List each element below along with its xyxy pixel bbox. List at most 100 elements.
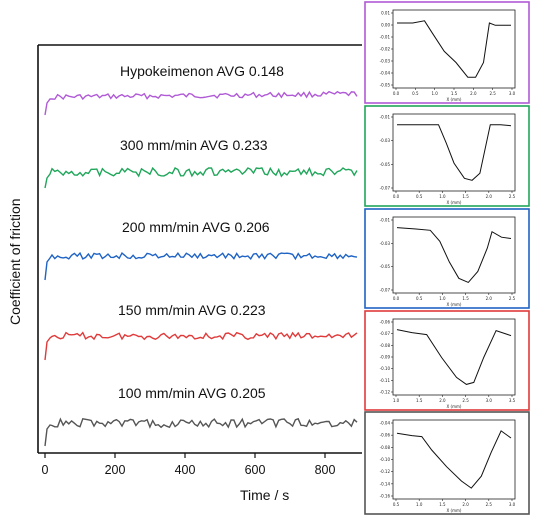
inset-4-x-tick-label-3: 2.0 bbox=[462, 502, 469, 507]
inset-0-x-tick-label-5: 2.5 bbox=[489, 91, 496, 96]
series-label-3: 150 mm/min AVG 0.223 bbox=[118, 302, 266, 318]
inset-0-x-tick-label-0: 0.0 bbox=[393, 91, 400, 96]
inset-2-x-tick-label-2: 1.0 bbox=[439, 296, 446, 301]
inset-3-y-tick-label-1: -0.07 bbox=[380, 331, 391, 336]
inset-0-x-label: X (mm) bbox=[447, 97, 462, 102]
series-line-2 bbox=[44, 251, 358, 281]
inset-1-x-tick-label-5: 2.5 bbox=[509, 194, 516, 199]
series-line-1 bbox=[44, 166, 358, 189]
inset-0-x-tick-label-4: 2.0 bbox=[470, 91, 477, 96]
inset-2-x-tick-label-5: 2.5 bbox=[509, 296, 516, 301]
inset-panel-3: 1.0 1.5 2.0 2.5 3.0 3.5 -0.06 -0.07 -0.08 -0.09 -0… bbox=[364, 310, 530, 411]
inset-border-3 bbox=[364, 310, 530, 411]
inset-border-0 bbox=[364, 1, 530, 104]
series-label-1: 300 mm/min AVG 0.233 bbox=[120, 137, 268, 153]
inset-4-y-tick-label-0: -0.04 bbox=[380, 421, 391, 426]
x-tick-label-3: 600 bbox=[245, 463, 266, 477]
inset-border-4 bbox=[364, 411, 530, 515]
x-tick-label-4: 800 bbox=[315, 463, 336, 477]
inset-0-x-tick-label-6: 3.0 bbox=[509, 91, 516, 96]
inset-1-x-tick-label-0: 0.0 bbox=[393, 194, 400, 199]
series-label-4: 100 mm/min AVG 0.205 bbox=[118, 385, 266, 401]
inset-2-y-tick-label-0: -0.01 bbox=[380, 218, 391, 223]
inset-3-x-tick-label-2: 2.0 bbox=[439, 398, 446, 403]
inset-2-x-label: X (mm) bbox=[447, 302, 462, 307]
inset-0-y-tick-label-5: -0.04 bbox=[380, 71, 391, 76]
inset-3-x-tick-label-1: 1.5 bbox=[416, 398, 423, 403]
inset-panel-0: 0.0 0.5 1.0 1.5 2.0 2.5 3.0 0.01 0.00 -0.01 -0.02 -… bbox=[364, 1, 530, 104]
inset-4-x-tick-label-5: 3.0 bbox=[509, 502, 516, 507]
inset-profile-line-3 bbox=[396, 329, 512, 385]
inset-3-y-tick-label-4: -0.10 bbox=[380, 366, 391, 371]
inset-0-y-tick-label-1: 0.00 bbox=[381, 23, 390, 28]
inset-4-x-tick-label-1: 1.0 bbox=[416, 502, 423, 507]
friction-chart: 0 200 400 600 800 Hypokeimenon AVG 0.148 300 … bbox=[7, 44, 362, 503]
inset-3-y-tick-label-0: -0.06 bbox=[380, 320, 391, 325]
x-tick-label-2: 400 bbox=[175, 463, 196, 477]
inset-2-x-tick-label-1: 0.5 bbox=[416, 296, 423, 301]
inset-1-x-label: X (mm) bbox=[447, 200, 462, 205]
series-line-4 bbox=[44, 417, 358, 447]
inset-2-y-tick-label-1: -0.03 bbox=[380, 241, 391, 246]
inset-3-x-tick-label-3: 2.5 bbox=[462, 398, 469, 403]
inset-4-x-tick-label-4: 2.5 bbox=[486, 502, 493, 507]
x-tick-label-0: 0 bbox=[42, 463, 49, 477]
series-label-2: 200 mm/min AVG 0.206 bbox=[122, 219, 270, 235]
inset-3-x-tick-label-5: 3.5 bbox=[509, 398, 516, 403]
inset-1-x-tick-label-4: 2.0 bbox=[486, 194, 493, 199]
inset-border-1 bbox=[364, 105, 530, 207]
inset-3-y-tick-label-6: -0.12 bbox=[380, 390, 391, 395]
x-tick-label-1: 200 bbox=[105, 463, 126, 477]
inset-1-y-tick-label-2: -0.05 bbox=[380, 162, 391, 167]
inset-profile-line-4 bbox=[396, 430, 512, 489]
series-labels: Hypokeimenon AVG 0.148 300 mm/min AVG 0.2… bbox=[118, 63, 284, 401]
inset-0-y-tick-label-2: -0.01 bbox=[380, 35, 391, 40]
inset-0-x-tick-label-3: 1.5 bbox=[451, 91, 458, 96]
inset-4-y-tick-label-6: -0.16 bbox=[380, 494, 391, 499]
inset-4-y-tick-label-4: -0.12 bbox=[380, 469, 391, 474]
inset-2-y-tick-label-3: -0.07 bbox=[380, 288, 391, 293]
y-axis-label: Coefficient of friction bbox=[7, 198, 23, 325]
inset-panel-2: 0.0 0.5 1.0 1.5 2.0 2.5 -0.01 -0.03 -0.05 -0.07 X … bbox=[364, 208, 530, 309]
inset-3-y-tick-label-2: -0.08 bbox=[380, 343, 391, 348]
inset-2-x-tick-label-4: 2.0 bbox=[486, 296, 493, 301]
inset-0-y-tick-label-4: -0.03 bbox=[380, 59, 391, 64]
inset-3-y-tick-label-3: -0.09 bbox=[380, 355, 391, 360]
inset-axes-2 bbox=[392, 216, 516, 294]
inset-0-y-tick-label-0: 0.01 bbox=[381, 11, 390, 16]
inset-panel-1: 0.0 0.5 1.0 1.5 2.0 2.5 -0.01 -0.03 -0.05 -0.07 X … bbox=[364, 105, 530, 207]
inset-3-x-tick-label-4: 3.0 bbox=[486, 398, 493, 403]
inset-axes-1 bbox=[392, 113, 516, 192]
series-layer bbox=[44, 90, 358, 447]
series-line-0 bbox=[44, 90, 358, 116]
profile-insets: 0.0 0.5 1.0 1.5 2.0 2.5 3.0 0.01 0.00 -0.01 -0.02 -… bbox=[364, 1, 530, 515]
inset-1-x-tick-label-3: 1.5 bbox=[462, 194, 469, 199]
inset-3-x-tick-label-0: 1.0 bbox=[393, 398, 400, 403]
series-label-0: Hypokeimenon AVG 0.148 bbox=[120, 63, 284, 79]
inset-4-y-tick-label-1: -0.06 bbox=[380, 433, 391, 438]
inset-1-x-tick-label-2: 1.0 bbox=[439, 194, 446, 199]
inset-4-x-tick-label-0: 0.5 bbox=[393, 502, 400, 507]
inset-4-x-label: X (mm) bbox=[447, 508, 462, 513]
series-line-3 bbox=[44, 331, 358, 361]
inset-2-x-tick-label-3: 1.5 bbox=[462, 296, 469, 301]
x-axis-label: Time / s bbox=[240, 487, 289, 503]
inset-0-y-tick-label-6: -0.05 bbox=[380, 83, 391, 88]
inset-profile-line-0 bbox=[397, 20, 511, 78]
inset-3-y-tick-label-5: -0.11 bbox=[380, 378, 391, 383]
inset-2-y-tick-label-2: -0.05 bbox=[380, 264, 391, 269]
x-ticks: 0 200 400 600 800 bbox=[42, 453, 336, 477]
inset-2-x-tick-label-0: 0.0 bbox=[393, 296, 400, 301]
inset-1-y-tick-label-3: -0.07 bbox=[380, 186, 391, 191]
inset-0-x-tick-label-1: 0.5 bbox=[412, 91, 419, 96]
inset-3-x-label: X (mm) bbox=[447, 404, 462, 409]
inset-panel-4: 0.5 1.0 1.5 2.0 2.5 3.0 -0.04 -0.06 -0.08 -0.10 -0… bbox=[364, 411, 530, 515]
inset-border-2 bbox=[364, 208, 530, 309]
inset-1-y-tick-label-0: -0.01 bbox=[380, 115, 391, 120]
inset-4-y-tick-label-2: -0.08 bbox=[380, 445, 391, 450]
inset-1-x-tick-label-1: 0.5 bbox=[416, 194, 423, 199]
inset-0-y-tick-label-3: -0.02 bbox=[380, 47, 391, 52]
inset-4-y-tick-label-5: -0.14 bbox=[380, 481, 391, 486]
inset-profile-line-1 bbox=[397, 124, 512, 181]
